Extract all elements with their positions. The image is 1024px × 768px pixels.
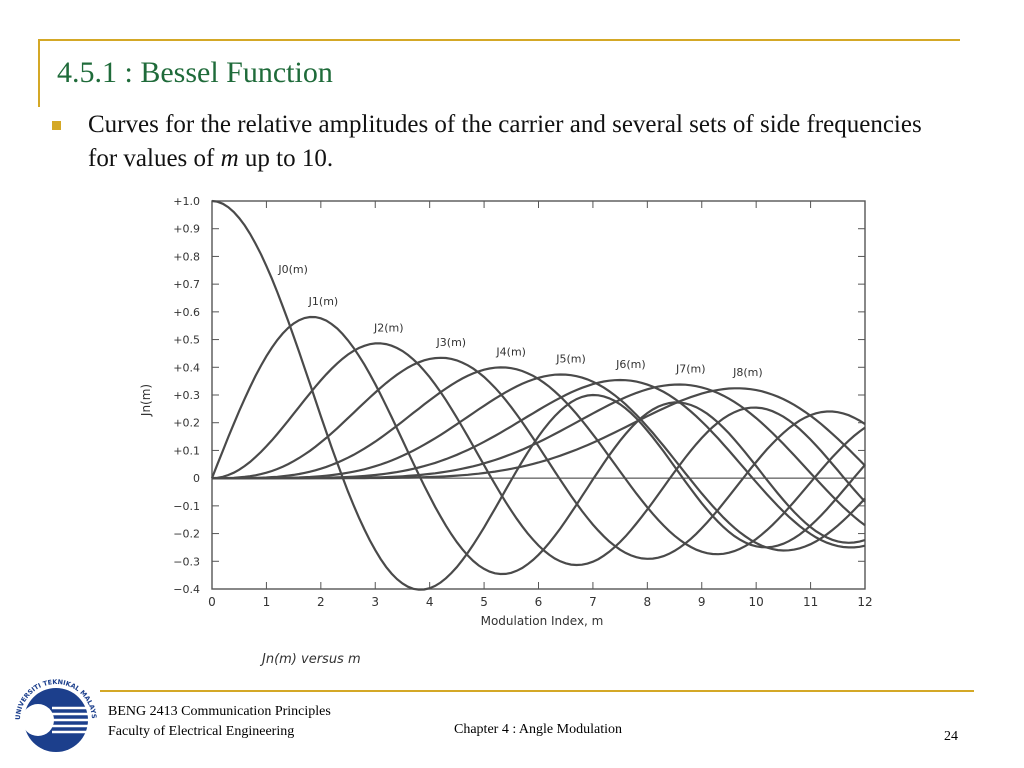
y-tick-label: +0.4 [173, 361, 200, 374]
y-tick-label: +1.0 [173, 195, 200, 208]
y-axis-label: Jn(m) [140, 384, 153, 417]
x-tick-label: 11 [803, 595, 818, 609]
series-label-j1: J1(m) [308, 295, 339, 308]
y-tick-label: −0.2 [173, 528, 200, 541]
series-label-j7: J7(m) [675, 362, 706, 375]
series-line-j3 [212, 356, 866, 560]
series-line-j6 [212, 378, 866, 549]
series-label-j5: J5(m) [555, 352, 586, 365]
y-tick-label: +0.6 [173, 306, 200, 319]
bessel-chart: J0(m) J1(m) J2(m) J3(m) J4(m) J5(m) J6(m) J7(m)… [140, 185, 880, 675]
series-labels: J0(m) J1(m) J2(m) J3(m) J4(m) J5(m) J6(m) J7(m)… [277, 263, 762, 379]
series-line-j5 [212, 373, 866, 552]
footer-course: BENG 2413 Communication Principles [108, 704, 331, 719]
series-label-j6: J6(m) [615, 358, 646, 371]
y-tick-label: +0.8 [173, 250, 200, 263]
footer-chapter: Chapter 4 : Angle Modulation [454, 722, 622, 737]
slide-title: 4.5.1 : Bessel Function [57, 56, 333, 89]
x-tick-label: 3 [371, 595, 379, 609]
header-left-rule [38, 39, 40, 107]
x-tick-label: 7 [589, 595, 597, 609]
bessel-chart-svg: J0(m) J1(m) J2(m) J3(m) J4(m) J5(m) J6(m) J7(m)… [140, 195, 873, 667]
bullet-text-part1: Curves for the relative amplitudes of th… [88, 111, 922, 172]
bullet-square-icon [52, 121, 61, 130]
series-line-j0 [211, 199, 866, 591]
x-tick-label: 4 [426, 595, 434, 609]
series-curves [210, 199, 866, 591]
y-tick-label: +0.7 [173, 278, 200, 291]
y-tick-label: +0.2 [173, 417, 200, 430]
x-tick-label: 8 [644, 595, 652, 609]
y-tick-label: −0.4 [173, 583, 200, 596]
series-line-j7 [212, 383, 866, 527]
university-logo: UNIVERSITI TEKNIKAL MALAYSIA MELAKA [5, 658, 100, 756]
x-tick-label: 2 [317, 595, 325, 609]
y-tick-label: +0.3 [173, 389, 200, 402]
x-tick-label: 12 [857, 595, 872, 609]
x-tick-label: 10 [749, 595, 764, 609]
x-tick-label: 0 [208, 595, 216, 609]
y-tick-label: −0.1 [173, 500, 200, 513]
x-tick-label: 1 [263, 595, 271, 609]
series-line-j2 [211, 342, 866, 567]
page-number: 24 [944, 729, 958, 744]
header-top-rule [38, 39, 960, 41]
bullet-text: Curves for the relative amplitudes of th… [88, 108, 948, 176]
bullet-text-variable: m [220, 145, 239, 172]
axis-tick-labels: 0 1 2 3 4 5 6 7 8 9 10 11 12+1.0+0.9+0.8+0.7+0.6+0.5… [173, 195, 872, 609]
series-label-j8: J8(m) [732, 366, 763, 379]
x-tick-label: 6 [535, 595, 543, 609]
series-label-j2: J2(m) [373, 321, 404, 334]
series-line-j8 [212, 387, 866, 480]
y-tick-label: −0.3 [173, 555, 200, 568]
footer-rule [100, 690, 974, 692]
bullet-text-part2: up to 10. [238, 145, 334, 172]
y-tick-label: +0.9 [173, 223, 200, 236]
y-tick-label: +0.1 [173, 444, 200, 457]
y-tick-label: 0 [193, 472, 200, 485]
chart-caption: Jn(m) versus m [259, 652, 361, 667]
x-axis-label: Modulation Index, m [481, 614, 604, 628]
x-tick-label: 9 [698, 595, 706, 609]
axis-ticks [211, 200, 866, 590]
footer-course-info: BENG 2413 Communication Principles Facul… [108, 702, 331, 742]
y-tick-label: +0.5 [173, 334, 200, 347]
series-line-j1 [210, 315, 866, 576]
x-tick-label: 5 [480, 595, 488, 609]
series-label-j3: J3(m) [436, 336, 467, 349]
series-label-j0: J0(m) [277, 263, 308, 276]
series-label-j4: J4(m) [495, 345, 526, 358]
footer-faculty: Faculty of Electrical Engineering [108, 724, 295, 739]
series-line-j4 [212, 366, 866, 556]
